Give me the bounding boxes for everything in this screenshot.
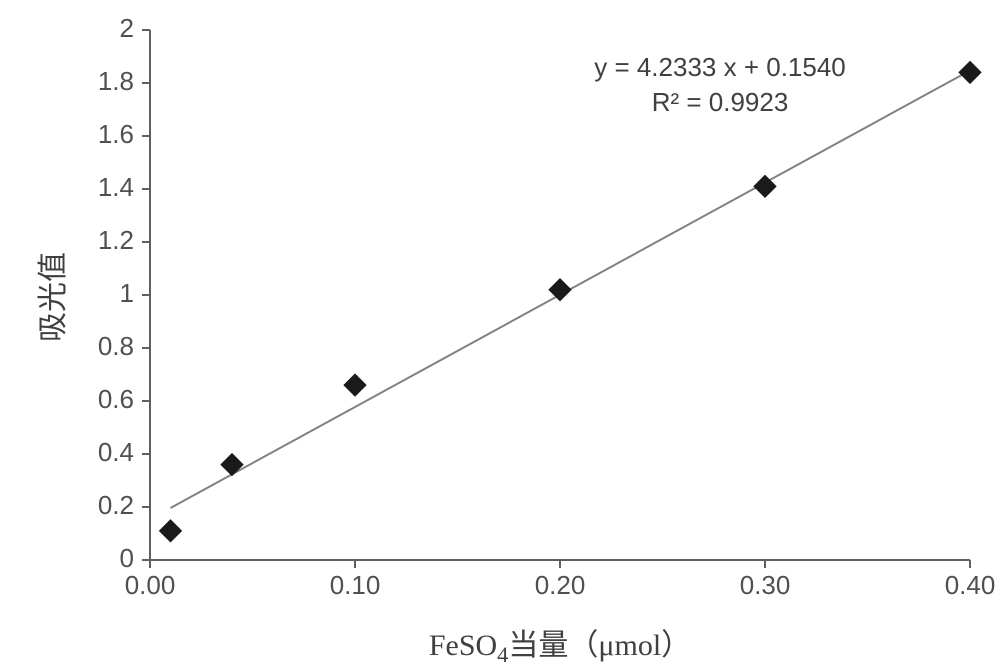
svg-text:0.40: 0.40 (945, 570, 996, 600)
chart-container: 0 0.2 0.4 0.6 0.8 1 1.2 1.4 1.6 1.8 2 0.00 0.10 0.20 0… (0, 0, 1000, 671)
svg-text:1: 1 (120, 278, 134, 308)
fit-annotation: y = 4.2333 x + 0.1540 R² = 0.9923 (560, 50, 880, 120)
y-axis-label: 吸光值 (28, 237, 72, 357)
svg-text:1.6: 1.6 (98, 119, 134, 149)
fit-equation: y = 4.2333 x + 0.1540 (560, 50, 880, 85)
svg-text:0.4: 0.4 (98, 437, 134, 467)
svg-text:2: 2 (120, 13, 134, 43)
svg-text:0.00: 0.00 (125, 570, 176, 600)
svg-text:1.2: 1.2 (98, 225, 134, 255)
svg-text:0.2: 0.2 (98, 490, 134, 520)
fit-r2: R² = 0.9923 (560, 85, 880, 120)
svg-text:0.20: 0.20 (535, 570, 586, 600)
x-axis-label: FeSO4当量（μmol） (400, 620, 720, 668)
svg-text:1.8: 1.8 (98, 66, 134, 96)
svg-text:0: 0 (120, 543, 134, 573)
svg-text:0.30: 0.30 (740, 570, 791, 600)
svg-text:0.10: 0.10 (330, 570, 381, 600)
svg-text:1.4: 1.4 (98, 172, 134, 202)
svg-text:0.6: 0.6 (98, 384, 134, 414)
svg-text:0.8: 0.8 (98, 331, 134, 361)
